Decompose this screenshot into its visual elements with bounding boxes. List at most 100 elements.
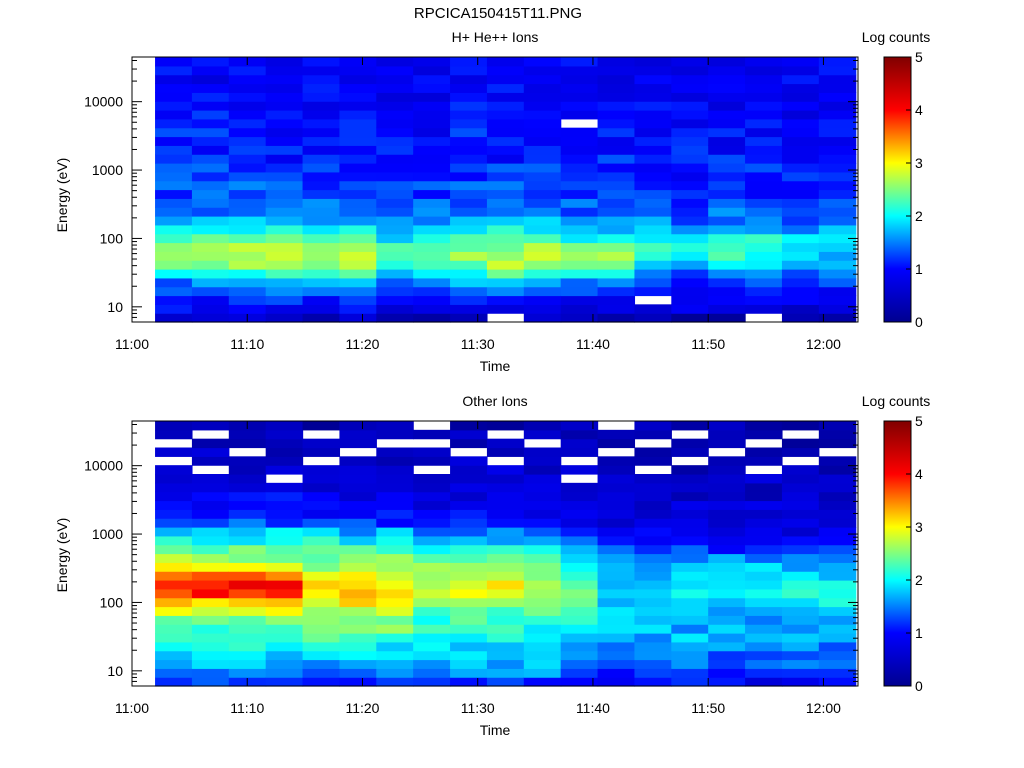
heatmap-cell bbox=[708, 313, 746, 323]
heatmap-cell bbox=[560, 83, 599, 93]
heatmap-cell bbox=[745, 171, 783, 182]
heatmap-cell bbox=[597, 92, 636, 102]
heatmap-cell bbox=[486, 668, 525, 678]
heatmap-cell bbox=[191, 500, 230, 510]
heatmap-cell bbox=[376, 136, 414, 146]
heatmap-cell bbox=[486, 304, 525, 314]
heatmap-cell bbox=[671, 650, 709, 661]
heatmap-cell bbox=[708, 624, 746, 634]
heatmap-cell bbox=[376, 474, 414, 484]
heatmap-cell bbox=[376, 544, 414, 555]
heatmap-cell bbox=[486, 474, 525, 484]
heatmap-cell bbox=[413, 65, 451, 76]
heatmap-cell bbox=[745, 286, 783, 297]
heatmap-cell bbox=[818, 295, 857, 305]
heatmap-cell bbox=[265, 277, 304, 288]
heatmap-cell bbox=[228, 588, 267, 599]
heatmap-cell bbox=[376, 588, 414, 599]
heatmap-cell bbox=[745, 180, 783, 191]
heatmap-cell bbox=[634, 242, 672, 252]
heatmap-cell bbox=[560, 624, 599, 634]
heatmap-cell bbox=[413, 580, 451, 590]
heatmap-cell bbox=[671, 624, 709, 634]
heatmap-cell bbox=[781, 127, 820, 138]
heatmap-cell bbox=[155, 136, 193, 146]
heatmap-cell bbox=[745, 535, 783, 546]
heatmap-cell bbox=[634, 668, 672, 678]
heatmap-cell bbox=[818, 260, 857, 270]
heatmap-cell bbox=[708, 580, 746, 590]
heatmap-cell bbox=[634, 429, 672, 440]
heatmap-cell bbox=[597, 260, 636, 270]
colorbar-tick-label: 1 bbox=[915, 625, 923, 641]
heatmap-cell bbox=[413, 277, 451, 288]
heatmap-cell bbox=[302, 251, 341, 261]
heatmap-cell bbox=[302, 527, 341, 537]
heatmap-cell bbox=[265, 438, 304, 449]
heatmap-cell bbox=[523, 163, 562, 173]
heatmap-cell bbox=[781, 615, 820, 625]
heatmap-cell bbox=[671, 145, 709, 155]
heatmap-cell bbox=[450, 641, 488, 652]
heatmap-cell bbox=[191, 163, 230, 173]
heatmap-cell bbox=[781, 580, 820, 590]
heatmap-cell bbox=[450, 624, 488, 634]
heatmap-cell bbox=[486, 641, 525, 652]
heatmap-cell bbox=[634, 233, 672, 244]
heatmap-cell bbox=[818, 251, 857, 261]
heatmap-cell bbox=[818, 597, 857, 608]
heatmap-cell bbox=[191, 224, 230, 235]
heatmap-cell bbox=[265, 189, 304, 199]
heatmap-cell bbox=[450, 509, 488, 519]
heatmap-cell bbox=[818, 83, 857, 93]
heatmap-cell bbox=[708, 65, 746, 76]
heatmap-cell bbox=[486, 57, 525, 67]
heatmap-cell bbox=[745, 57, 783, 67]
heatmap-cell bbox=[818, 154, 857, 164]
heatmap-cell bbox=[450, 242, 488, 252]
heatmap-cell bbox=[265, 588, 304, 599]
heatmap-cell bbox=[339, 509, 377, 519]
heatmap-cell bbox=[339, 668, 377, 678]
heatmap-cell bbox=[155, 295, 193, 305]
heatmap-cell bbox=[708, 527, 746, 537]
heatmap-cell bbox=[708, 606, 746, 616]
heatmap-cell bbox=[708, 535, 746, 546]
heatmap-cell bbox=[560, 260, 599, 270]
heatmap-cell bbox=[376, 641, 414, 652]
heatmap-cell bbox=[818, 207, 857, 217]
heatmap-cell bbox=[339, 198, 377, 208]
heatmap-cell bbox=[450, 118, 488, 129]
heatmap-cell bbox=[191, 251, 230, 261]
heatmap-cell bbox=[818, 571, 857, 581]
heatmap-cell bbox=[265, 171, 304, 182]
heatmap-cell bbox=[781, 163, 820, 173]
heatmap-cell bbox=[634, 101, 672, 111]
heatmap-cell bbox=[634, 74, 672, 85]
heatmap-cell bbox=[708, 145, 746, 155]
heatmap-cell bbox=[818, 101, 857, 111]
heatmap-cell bbox=[708, 260, 746, 270]
heatmap-cell bbox=[191, 286, 230, 297]
heatmap-cell bbox=[560, 216, 599, 226]
heatmap-cell bbox=[302, 65, 341, 76]
heatmap-cell bbox=[560, 224, 599, 235]
heatmap-cell bbox=[450, 580, 488, 590]
heatmap-cell bbox=[302, 509, 341, 519]
heatmap-cell bbox=[634, 650, 672, 661]
heatmap-cell bbox=[818, 668, 857, 678]
heatmap-cell bbox=[339, 518, 377, 528]
heatmap-cell bbox=[376, 189, 414, 199]
heatmap-cell bbox=[302, 163, 341, 173]
heatmap-cell bbox=[191, 269, 230, 279]
heatmap-cell bbox=[302, 606, 341, 616]
heatmap-cell bbox=[781, 260, 820, 270]
heatmap-cell bbox=[523, 588, 562, 599]
heatmap-cell bbox=[302, 518, 341, 528]
heatmap-cell bbox=[781, 509, 820, 519]
heatmap-cell bbox=[634, 474, 672, 484]
heatmap-cell bbox=[191, 207, 230, 217]
heatmap-cell bbox=[191, 83, 230, 93]
heatmap-cell bbox=[339, 624, 377, 634]
heatmap-cell bbox=[634, 606, 672, 616]
